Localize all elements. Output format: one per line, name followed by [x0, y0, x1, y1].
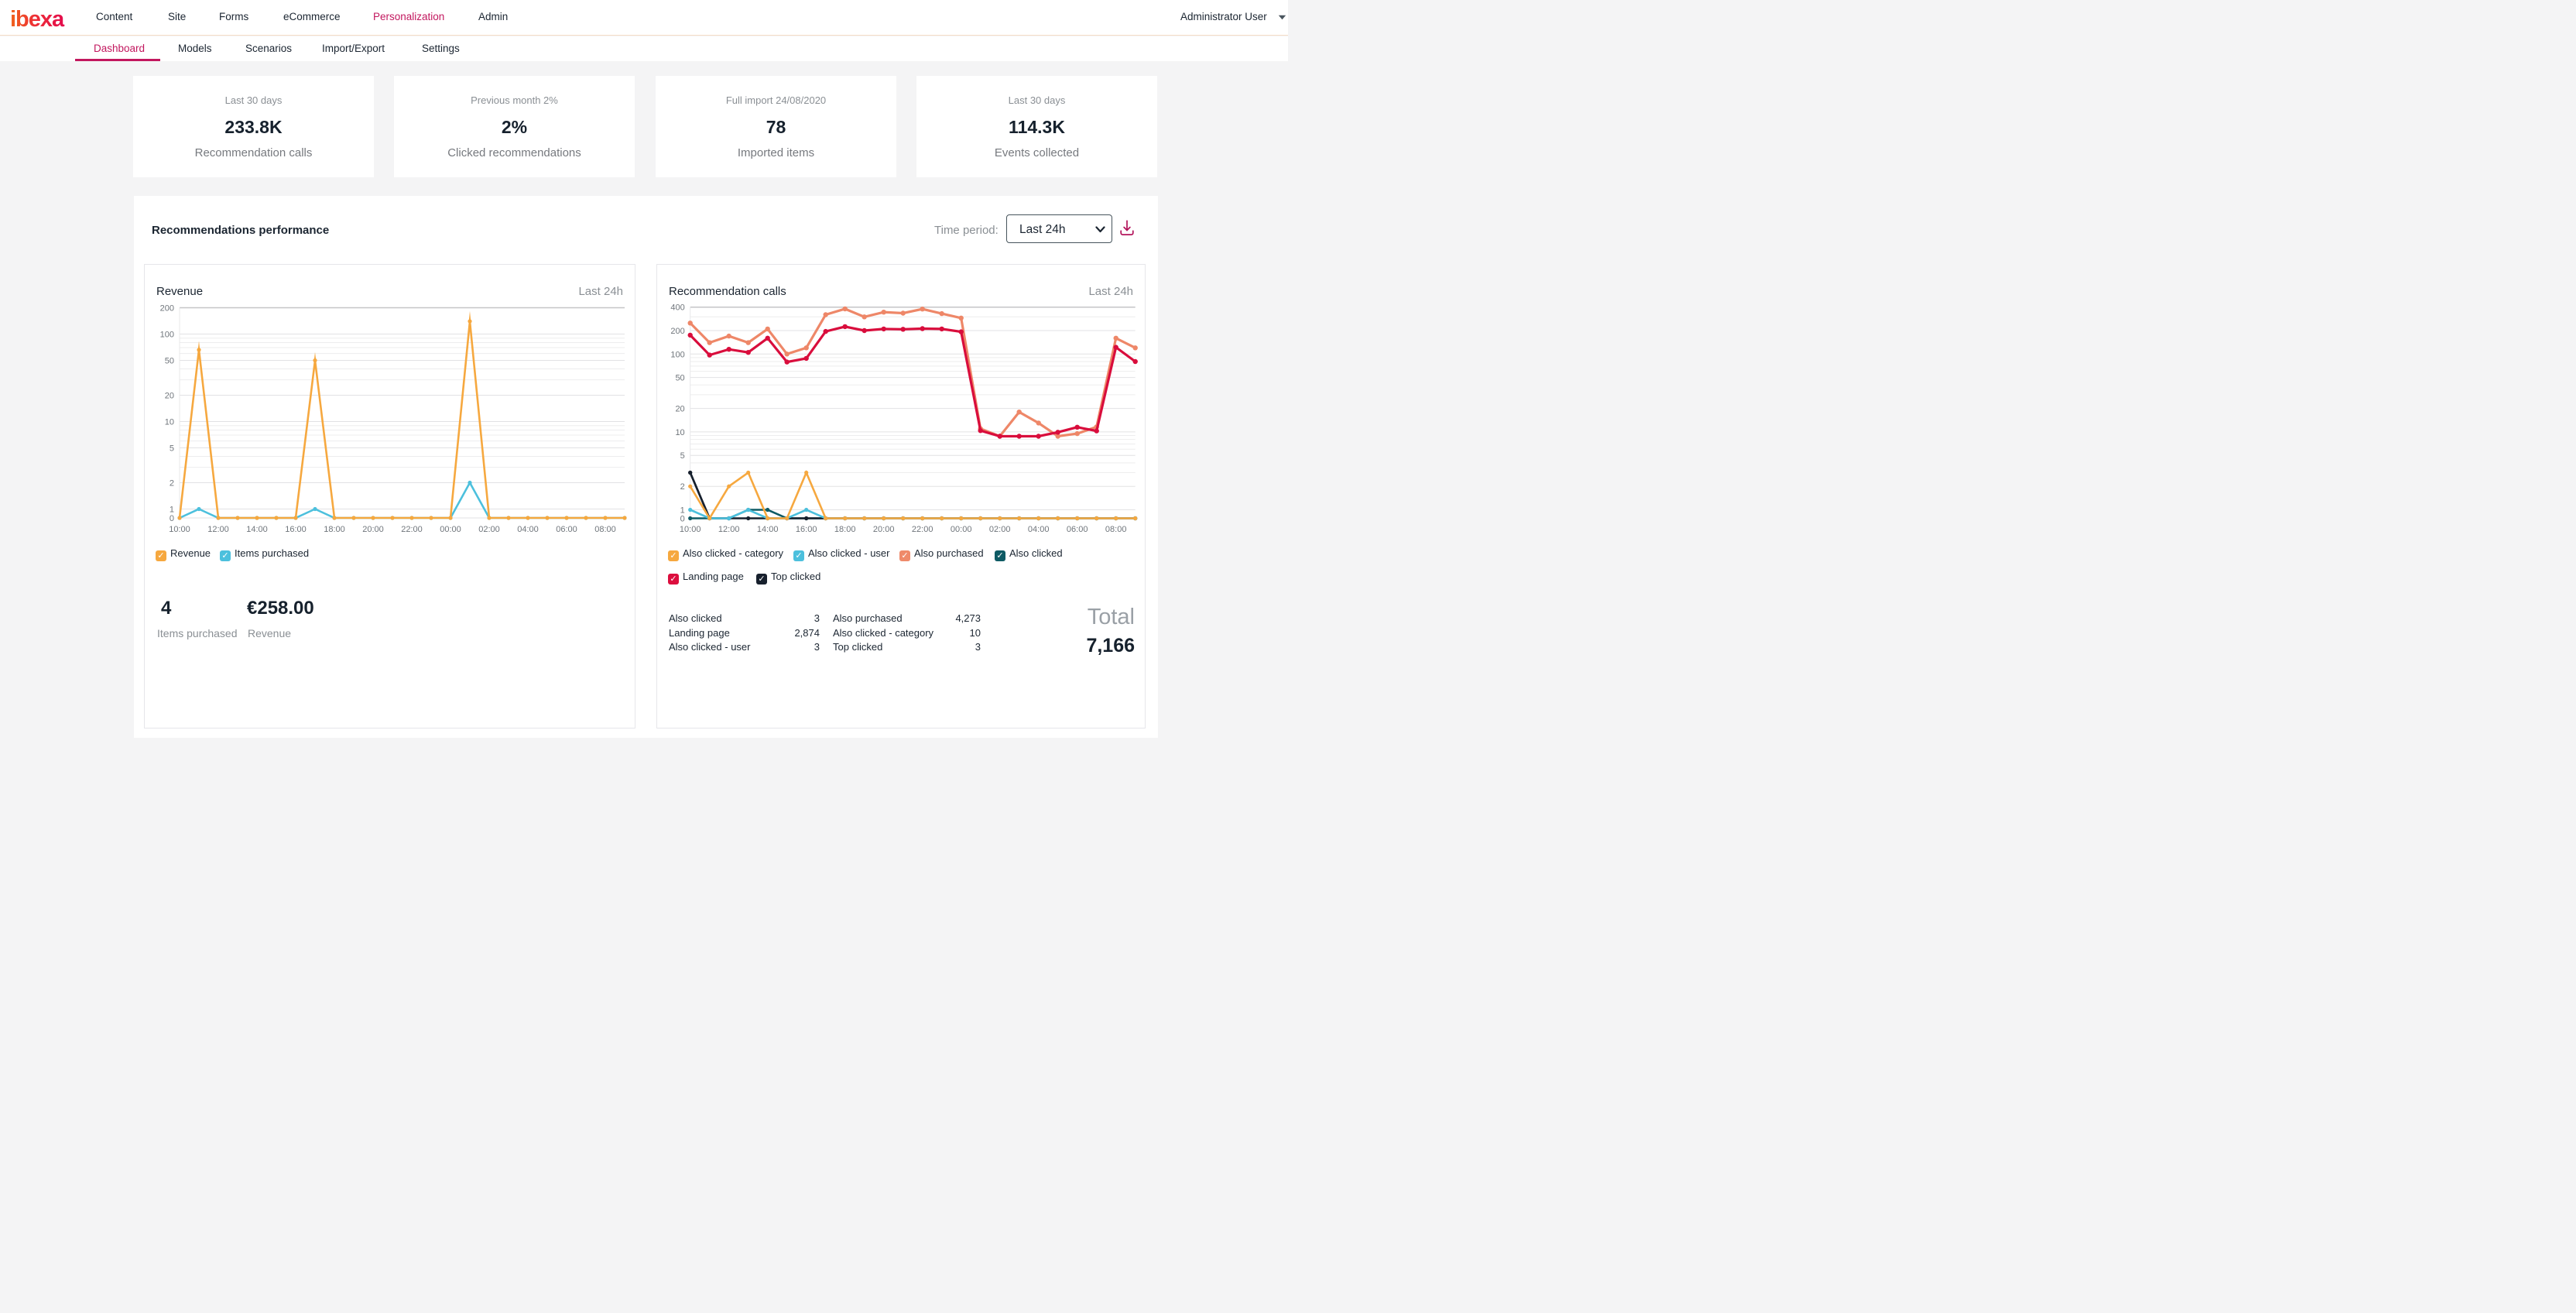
svg-text:08:00: 08:00: [594, 525, 616, 534]
svg-text:12:00: 12:00: [718, 525, 740, 534]
svg-text:12:00: 12:00: [207, 525, 229, 534]
svg-text:10:00: 10:00: [680, 525, 701, 534]
svg-text:50: 50: [165, 357, 174, 366]
svg-text:10:00: 10:00: [169, 525, 190, 534]
svg-text:14:00: 14:00: [246, 525, 268, 534]
svg-text:20:00: 20:00: [873, 525, 895, 534]
svg-text:18:00: 18:00: [324, 525, 345, 534]
svg-text:08:00: 08:00: [1105, 525, 1127, 534]
svg-text:20: 20: [165, 392, 174, 401]
svg-text:22:00: 22:00: [912, 525, 933, 534]
svg-text:10: 10: [165, 418, 174, 427]
svg-text:0: 0: [170, 514, 174, 523]
svg-text:5: 5: [170, 444, 174, 454]
svg-text:400: 400: [670, 303, 684, 313]
svg-text:00:00: 00:00: [440, 525, 461, 534]
svg-text:10: 10: [675, 428, 684, 437]
svg-text:50: 50: [675, 374, 684, 383]
svg-text:2: 2: [170, 479, 174, 489]
svg-text:16:00: 16:00: [796, 525, 817, 534]
svg-text:16:00: 16:00: [285, 525, 307, 534]
svg-text:22:00: 22:00: [401, 525, 423, 534]
svg-text:00:00: 00:00: [951, 525, 972, 534]
svg-text:20:00: 20:00: [362, 525, 384, 534]
svg-text:04:00: 04:00: [517, 525, 539, 534]
svg-text:06:00: 06:00: [556, 525, 577, 534]
svg-text:02:00: 02:00: [989, 525, 1011, 534]
svg-text:06:00: 06:00: [1067, 525, 1088, 534]
svg-text:1: 1: [680, 506, 685, 516]
svg-text:1: 1: [170, 506, 174, 515]
svg-text:100: 100: [670, 350, 684, 359]
svg-text:18:00: 18:00: [834, 525, 856, 534]
svg-text:04:00: 04:00: [1028, 525, 1050, 534]
svg-text:ibexa: ibexa: [12, 10, 65, 29]
svg-text:20: 20: [675, 405, 684, 414]
svg-text:02:00: 02:00: [478, 525, 500, 534]
svg-text:5: 5: [680, 451, 685, 461]
svg-text:200: 200: [160, 304, 174, 314]
svg-text:14:00: 14:00: [757, 525, 779, 534]
svg-text:100: 100: [160, 331, 174, 340]
svg-text:0: 0: [680, 515, 685, 524]
svg-text:2: 2: [680, 482, 685, 492]
svg-text:200: 200: [670, 327, 684, 336]
